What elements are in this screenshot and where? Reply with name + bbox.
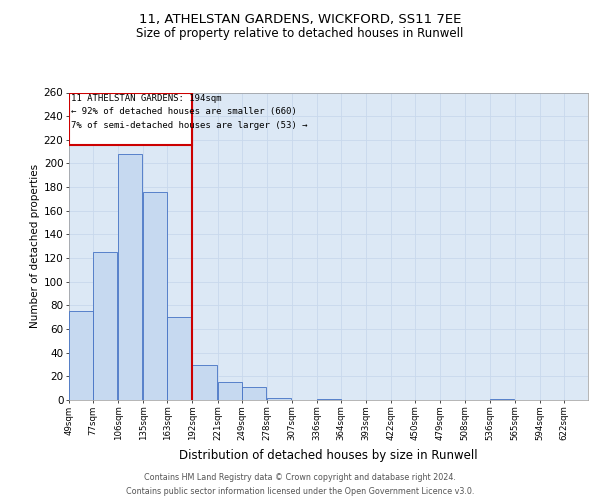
- Bar: [267, 398, 291, 400]
- Text: Size of property relative to detached houses in Runwell: Size of property relative to detached ho…: [136, 28, 464, 40]
- Bar: [69, 312, 93, 400]
- Y-axis label: Number of detached properties: Number of detached properties: [29, 164, 40, 328]
- Bar: [242, 387, 266, 400]
- Bar: [167, 317, 191, 400]
- Bar: [93, 252, 118, 400]
- Text: 11, ATHELSTAN GARDENS, WICKFORD, SS11 7EE: 11, ATHELSTAN GARDENS, WICKFORD, SS11 7E…: [139, 12, 461, 26]
- Text: 11 ATHELSTAN GARDENS: 194sqm
← 92% of detached houses are smaller (660)
7% of se: 11 ATHELSTAN GARDENS: 194sqm ← 92% of de…: [71, 94, 307, 130]
- Bar: [193, 364, 217, 400]
- X-axis label: Distribution of detached houses by size in Runwell: Distribution of detached houses by size …: [179, 449, 478, 462]
- Bar: [490, 399, 514, 400]
- Bar: [317, 399, 341, 400]
- Text: Contains HM Land Registry data © Crown copyright and database right 2024.: Contains HM Land Registry data © Crown c…: [144, 472, 456, 482]
- Bar: [69, 92, 193, 144]
- Text: Contains public sector information licensed under the Open Government Licence v3: Contains public sector information licen…: [126, 486, 474, 496]
- Bar: [118, 154, 142, 400]
- Bar: [143, 192, 167, 400]
- Bar: [218, 382, 242, 400]
